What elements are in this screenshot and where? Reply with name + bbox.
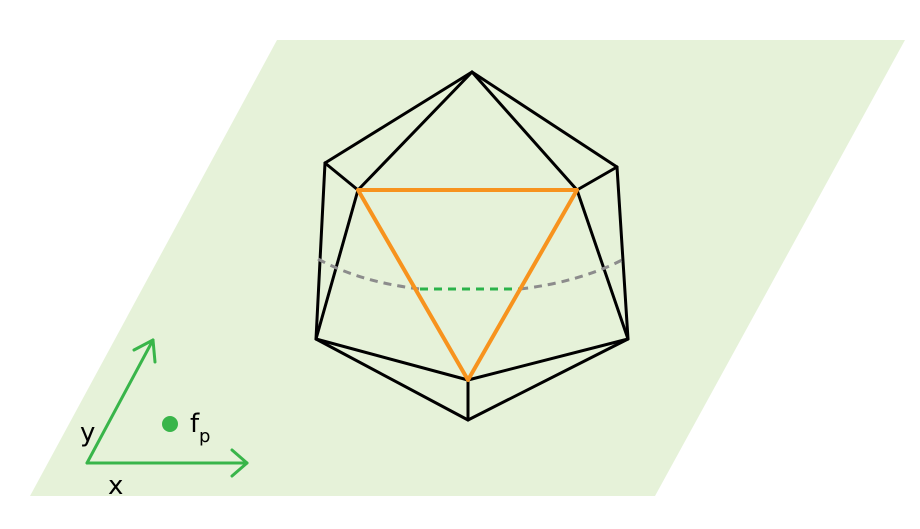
edge bbox=[314, 337, 470, 382]
x-axis-label: x bbox=[108, 471, 123, 501]
filled-circle-icon bbox=[162, 416, 178, 432]
point-label: f bbox=[190, 409, 200, 439]
edge bbox=[575, 165, 619, 192]
edge bbox=[323, 161, 360, 192]
edge bbox=[470, 70, 579, 192]
axes-group bbox=[85, 338, 249, 478]
y-axis-line bbox=[85, 338, 155, 465]
arrow-icon bbox=[230, 448, 249, 478]
point-label-subscript: p bbox=[199, 426, 210, 447]
edge bbox=[466, 337, 630, 382]
icosahedron-edges bbox=[314, 70, 630, 422]
edge bbox=[575, 188, 630, 341]
edge bbox=[615, 165, 630, 341]
edge bbox=[323, 70, 474, 165]
edge bbox=[466, 337, 630, 422]
edge bbox=[470, 70, 619, 169]
hidden-edge-dashed bbox=[317, 257, 625, 291]
edge bbox=[314, 188, 360, 341]
edge bbox=[314, 337, 470, 422]
y-axis-label: y bbox=[80, 418, 95, 448]
ground-plane bbox=[30, 40, 905, 496]
edge bbox=[314, 161, 327, 341]
edge bbox=[356, 70, 474, 192]
arrow-icon bbox=[132, 338, 157, 364]
highlighted-triangle-face bbox=[356, 188, 579, 382]
